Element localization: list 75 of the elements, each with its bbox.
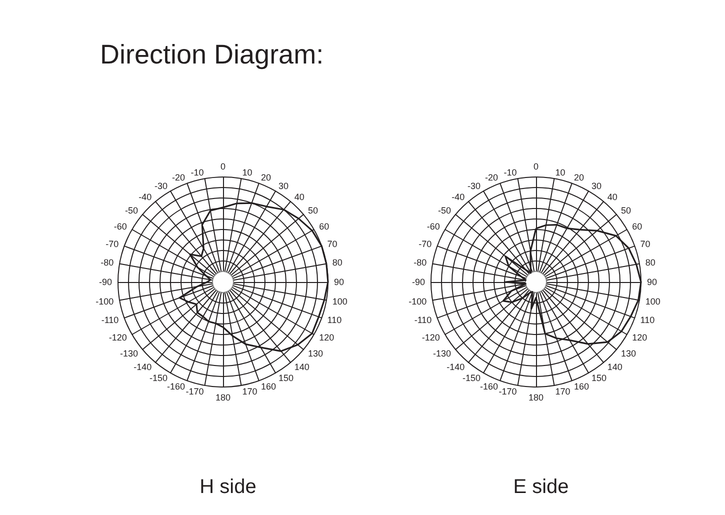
spoke-label: 10 [242, 168, 252, 178]
spoke-label: 140 [607, 362, 622, 372]
spoke-label: -70 [106, 239, 119, 250]
spoke-label: 0 [533, 162, 539, 172]
spoke-label: 60 [319, 222, 330, 232]
spoke-label: -130 [432, 348, 451, 358]
spoke-label: 130 [308, 348, 324, 358]
spoke-label: 110 [640, 314, 655, 325]
spoke-label: -10 [504, 168, 517, 178]
spoke-label: 180 [215, 392, 231, 402]
spoke-label: 100 [645, 296, 660, 306]
spoke-label: -150 [462, 373, 480, 384]
spoke-label: -90 [98, 277, 112, 287]
spoke-label: -160 [480, 381, 498, 392]
spoke-label: 100 [332, 296, 348, 306]
text: E side [513, 476, 569, 498]
spoke-label: 120 [632, 332, 648, 342]
spoke-label: 50 [621, 206, 632, 216]
spoke-label: 150 [592, 373, 607, 384]
spoke-label: 50 [308, 206, 318, 216]
spoke-label: 180 [528, 392, 544, 402]
text: H side [200, 476, 256, 498]
spoke-label: -10 [190, 168, 204, 178]
spoke-label: -80 [100, 258, 114, 268]
spoke-label: 0 [220, 162, 226, 172]
spoke-label: 70 [640, 239, 650, 250]
spoke-label: -110 [414, 314, 432, 325]
spoke-label: -120 [108, 332, 127, 342]
spoke-label: 20 [260, 172, 271, 183]
spoke-label: 140 [294, 362, 310, 372]
spoke-label: -100 [96, 296, 114, 306]
spoke-label: 10 [555, 168, 566, 178]
spoke-label: -170 [186, 386, 204, 396]
spoke-label: 20 [574, 172, 584, 183]
spoke-label: 30 [592, 180, 602, 191]
spoke-label: 160 [574, 381, 589, 392]
spoke-label: -150 [149, 373, 168, 384]
spoke-label: -80 [414, 258, 427, 268]
spoke-label: 70 [327, 239, 338, 250]
spoke-label: -170 [498, 386, 517, 396]
spoke-label: -140 [446, 362, 465, 372]
spoke-label: 80 [332, 258, 342, 268]
spoke-label: 150 [278, 373, 294, 384]
spoke-label: -60 [426, 222, 440, 232]
spoke-label: -110 [101, 314, 119, 325]
spoke-label: -130 [120, 348, 138, 358]
spoke-label: -20 [172, 172, 186, 183]
spoke-label: -50 [124, 206, 138, 216]
spoke-label: -120 [422, 332, 440, 342]
spoke-label: 80 [645, 258, 656, 268]
spoke-label: 40 [294, 192, 304, 202]
spoke-label: 170 [242, 386, 258, 396]
spoke-label: -20 [485, 172, 498, 183]
spoke-label: 90 [647, 277, 658, 287]
spoke-label: 90 [334, 277, 344, 287]
spoke-label: 30 [278, 180, 289, 191]
spoke-label: -50 [438, 206, 451, 216]
spoke-label: 40 [607, 192, 618, 202]
spoke-label: -30 [467, 180, 480, 191]
spoke-label: 60 [632, 222, 642, 232]
spoke-label: 130 [621, 348, 636, 358]
spoke-label: 170 [555, 386, 570, 396]
spoke-label: -30 [154, 180, 168, 191]
spoke-label: -40 [138, 192, 152, 202]
spoke-label: -160 [167, 381, 186, 392]
chart-title: Direction Diagram: [100, 40, 324, 70]
spoke-label: 160 [260, 381, 276, 392]
spoke-label: -40 [452, 192, 465, 202]
spoke-label: -60 [114, 222, 127, 232]
spoke-label: -70 [418, 239, 432, 250]
spoke-label: -140 [134, 362, 152, 372]
spoke-label: -100 [408, 296, 427, 306]
spoke-label: 120 [319, 332, 334, 342]
spoke-label: 110 [327, 314, 342, 325]
spoke-label: -90 [412, 277, 425, 287]
